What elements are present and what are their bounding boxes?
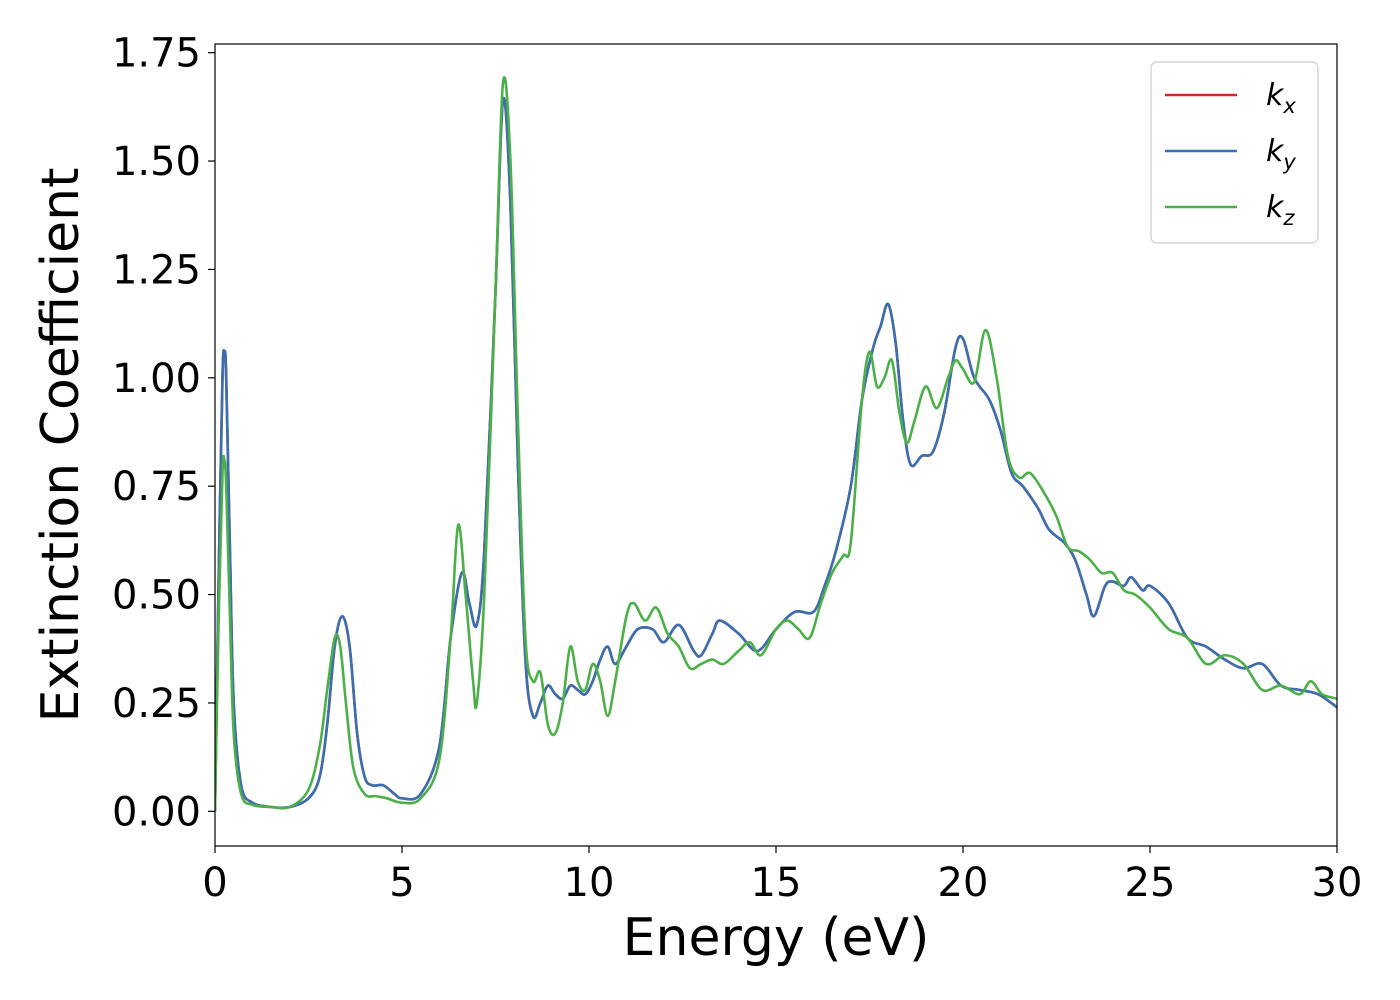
y-tick-label: 1.75 xyxy=(112,31,201,77)
y-tick-label: 0.00 xyxy=(112,789,201,835)
legend-box xyxy=(1150,61,1319,244)
series-line-k-z xyxy=(215,76,1337,812)
y-tick-label: 0.75 xyxy=(112,464,201,510)
x-axis-label: Energy (eV) xyxy=(623,908,930,968)
y-axis: 0.00 0.25 0.50 0.75 1.00 1.25 1.50 1.75 xyxy=(112,31,215,835)
legend-label-base: k xyxy=(1266,134,1285,169)
legend-label-subscript: y xyxy=(1282,150,1296,174)
legend-label: ky xyxy=(1266,134,1296,174)
x-tick-label: 30 xyxy=(1312,860,1363,906)
y-tick-label: 1.25 xyxy=(112,247,201,293)
x-tick-label: 20 xyxy=(938,860,989,906)
x-axis: 0 5 10 15 20 25 30 xyxy=(202,846,1362,906)
x-tick-label: 15 xyxy=(751,860,802,906)
x-tick-label: 25 xyxy=(1125,860,1176,906)
x-tick-label: 5 xyxy=(389,860,414,906)
y-tick-label: 1.00 xyxy=(112,356,201,402)
x-tick-label: 10 xyxy=(564,860,615,906)
series-layer xyxy=(215,76,1337,812)
y-tick-label: 0.50 xyxy=(112,573,201,619)
x-tick-label: 0 xyxy=(202,860,227,906)
legend-label: kz xyxy=(1266,190,1295,230)
legend-label-base: k xyxy=(1266,78,1285,113)
legend-label-base: k xyxy=(1266,190,1285,225)
legend-label-subscript: x xyxy=(1282,94,1296,118)
series-line-k-y xyxy=(215,96,1337,812)
legend-label-subscript: z xyxy=(1282,206,1295,230)
y-axis-label: Extinction Coefficient xyxy=(31,168,91,723)
y-tick-label: 0.25 xyxy=(112,681,201,727)
y-tick-label: 1.50 xyxy=(112,139,201,185)
legend-label: kx xyxy=(1266,78,1296,118)
